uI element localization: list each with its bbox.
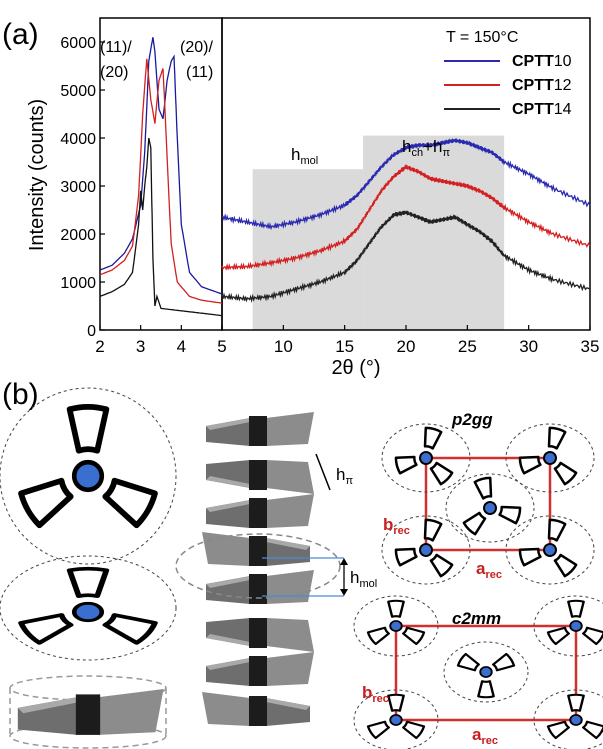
hpi-marker: hπ — [315, 453, 353, 491]
column-stack — [175, 412, 341, 726]
y-tick-label: 5000 — [60, 83, 96, 100]
y-axis-label: Intensity (counts) — [26, 99, 48, 251]
axis-ticks: 2 3 4 0 1000 2000 3000 4000 5000 6000 5 10 15 20 25 30 3… — [60, 35, 599, 356]
molecule-top-view-1 — [0, 387, 177, 565]
x-tick-label: 15 — [335, 337, 354, 356]
svg-text:brec: brec — [383, 515, 410, 537]
molecule-tilted-view — [0, 555, 177, 661]
x-tick-label: 2 — [95, 337, 104, 356]
peak-label-right-2: (11) — [186, 64, 213, 81]
y-tick-label: 3000 — [60, 179, 96, 196]
legend-label-cptt14: CPTT14 — [512, 101, 572, 118]
series-line-cptt12-panel1 — [99, 58, 223, 304]
y-tick-label: 1000 — [60, 275, 96, 292]
x-tick-label: 5 — [217, 337, 226, 356]
hmol-region-label: hmol — [291, 145, 318, 167]
svg-text:arec: arec — [472, 725, 498, 747]
x-tick-label: 30 — [519, 337, 538, 356]
svg-text:hπ: hπ — [336, 465, 353, 487]
x-tick-label: 4 — [177, 337, 186, 356]
svg-text:hch+hπ: hch+hπ — [402, 137, 450, 159]
molecule-side-view — [9, 675, 167, 749]
series-line-cptt14-panel1 — [99, 137, 223, 317]
svg-text:hmol: hmol — [291, 145, 318, 167]
series-line-cptt14-panel2 — [221, 210, 591, 303]
lattice-c2mm: c2mm brec arec — [353, 595, 603, 749]
hmol-marker: hmol — [262, 557, 377, 597]
svg-text:brec: brec — [362, 683, 389, 705]
x-tick-label: 10 — [274, 337, 293, 356]
x-tick-label: 35 — [581, 337, 600, 356]
temperature-label: T = 150°C — [446, 29, 518, 46]
series-line-cptt10-panel2 — [221, 138, 591, 231]
series-line-cptt10-panel1 — [99, 37, 223, 295]
legend-label-cptt10: CPTT10 — [512, 53, 572, 70]
c2mm-label: c2mm — [452, 609, 501, 628]
peak-label-left-1: (11)/ — [100, 39, 132, 56]
peak-label-left-2: (20) — [100, 64, 128, 81]
hch-region-label: hch+hπ — [402, 137, 450, 159]
x-tick-label: 20 — [397, 337, 416, 356]
svg-text:hmol: hmol — [350, 568, 377, 590]
panel-a-label: (a) — [2, 18, 39, 51]
x-tick-label: 3 — [136, 337, 145, 356]
y-tick-label: 4000 — [60, 131, 96, 148]
x-tick-label: 25 — [458, 337, 477, 356]
legend: CPTT10 CPTT12 CPTT14 — [444, 53, 572, 118]
lattice-p2gg: p2gg brec arec — [381, 410, 595, 585]
data-series — [99, 37, 591, 317]
y-tick-label: 6000 — [60, 35, 96, 52]
x-axis-label: 2θ (°) — [331, 357, 380, 379]
y-tick-label: 0 — [87, 323, 96, 340]
legend-label-cptt12: CPTT12 — [512, 77, 572, 94]
panel-b-label: (b) — [2, 378, 39, 411]
y-tick-label: 2000 — [60, 227, 96, 244]
shaded-region-0 — [252, 169, 364, 330]
svg-text:arec: arec — [476, 559, 502, 581]
series-line-cptt12-panel2 — [221, 164, 591, 271]
p2gg-label: p2gg — [451, 410, 493, 429]
peak-label-right-1: (20)/ — [180, 39, 213, 56]
